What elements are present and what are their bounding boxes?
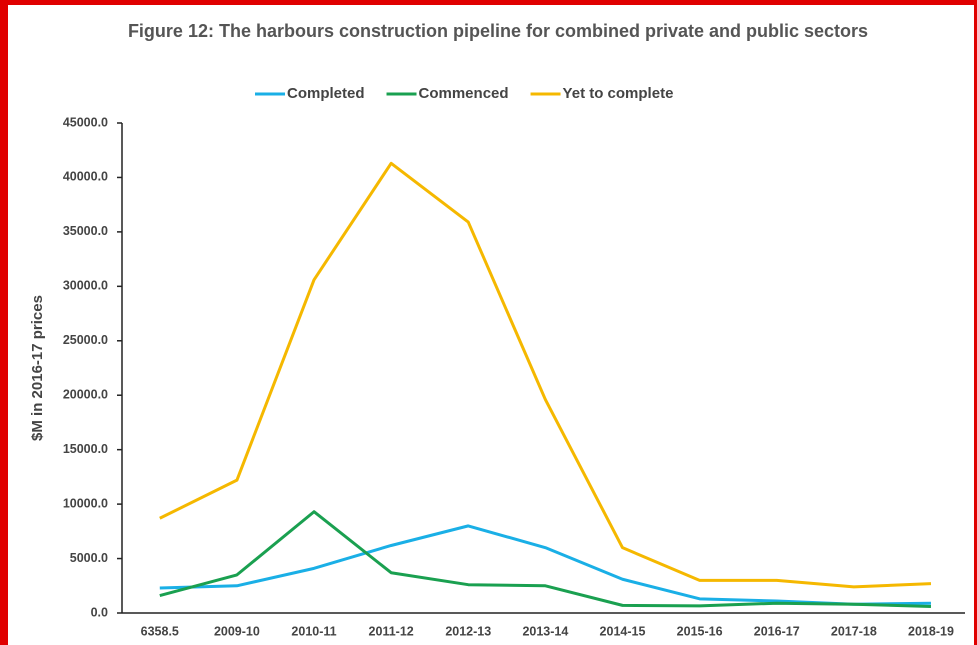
legend-label: Completed: [287, 85, 365, 102]
x-tick-label: 2015-16: [677, 624, 723, 638]
x-tick-label: 2016-17: [754, 624, 800, 638]
legend-label: Commenced: [419, 85, 509, 102]
y-tick-label: 15000.0: [63, 442, 108, 456]
x-tick-label: 6358.5: [141, 624, 179, 638]
legend-label: Yet to complete: [563, 85, 674, 102]
x-tick-label: 2009-10: [214, 624, 260, 638]
y-tick-label: 10000.0: [63, 496, 108, 510]
x-tick-label: 2012-13: [445, 624, 491, 638]
x-tick-label: 2018-19: [908, 624, 954, 638]
x-tick-label: 2014-15: [600, 624, 646, 638]
series-line: [159, 524, 931, 606]
x-tick-label: 2010-11: [291, 624, 336, 638]
series-line: [159, 161, 932, 589]
x-tick-label: 2013-14: [522, 624, 568, 638]
y-tick-label: 45000.0: [63, 115, 108, 129]
y-tick-label: 20000.0: [63, 388, 108, 402]
y-tick-label: 0.0: [91, 605, 108, 619]
y-axis-label: $M in 2016-17 prices: [29, 295, 46, 441]
x-tick-label: 2011-12: [369, 624, 414, 638]
y-tick-label: 25000.0: [63, 333, 108, 347]
y-tick-label: 5000.0: [70, 551, 108, 565]
x-tick-label: 2017-18: [831, 624, 877, 638]
y-tick-label: 30000.0: [63, 279, 108, 293]
y-tick-label: 35000.0: [63, 224, 108, 238]
chart-title: Figure 12: The harbours construction pip…: [127, 21, 869, 41]
y-tick-label: 40000.0: [63, 170, 108, 184]
series-line: [159, 510, 932, 608]
